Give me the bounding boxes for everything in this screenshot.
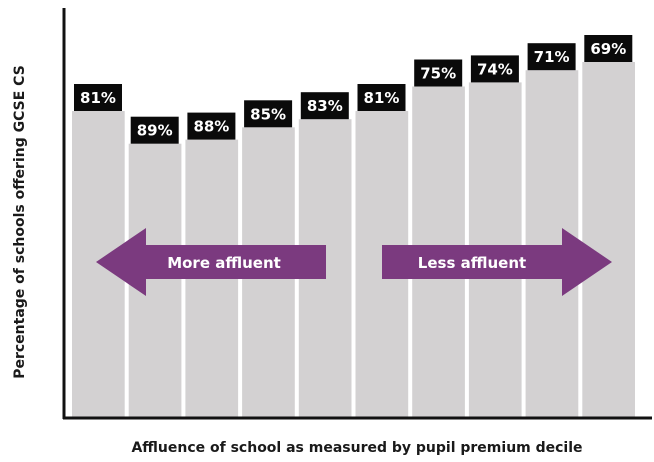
more-affluent-label: More affluent — [167, 254, 281, 272]
value-label: 69% — [590, 40, 626, 58]
value-label-background — [130, 116, 179, 144]
value-label: 89% — [137, 122, 173, 140]
value-label: 88% — [193, 118, 229, 136]
less-affluent-annotation: Less affluent — [382, 228, 612, 296]
value-label-group: 81% 89% 88% 85% 83% 81% 75% 74% 71% 69% — [74, 35, 633, 144]
value-label: 81% — [364, 89, 400, 107]
value-label-background — [74, 84, 122, 111]
value-label-background — [187, 112, 236, 140]
value-label: 81% — [80, 89, 116, 107]
bar — [582, 62, 635, 417]
value-label-background — [357, 84, 406, 111]
less-affluent-label: Less affluent — [418, 254, 526, 272]
value-label-background — [300, 92, 349, 120]
value-label: 83% — [307, 97, 343, 115]
value-label: 75% — [420, 65, 456, 83]
value-label: 85% — [250, 105, 286, 123]
value-label-background — [584, 35, 633, 62]
value-label: 74% — [477, 60, 513, 78]
value-label-background — [244, 100, 293, 128]
right-arrow-icon — [382, 228, 612, 296]
value-label: 71% — [534, 48, 570, 66]
y-axis-title: Percentage of schools offering GCSE CS — [12, 65, 28, 379]
value-label-background — [414, 59, 463, 87]
left-arrow-icon — [96, 228, 326, 296]
bar-group — [72, 62, 635, 418]
value-label-background — [470, 55, 519, 83]
x-axis-title: Affluence of school as measured by pupil… — [131, 440, 582, 456]
more-affluent-annotation: More affluent — [96, 228, 326, 296]
value-label-background — [527, 43, 576, 71]
